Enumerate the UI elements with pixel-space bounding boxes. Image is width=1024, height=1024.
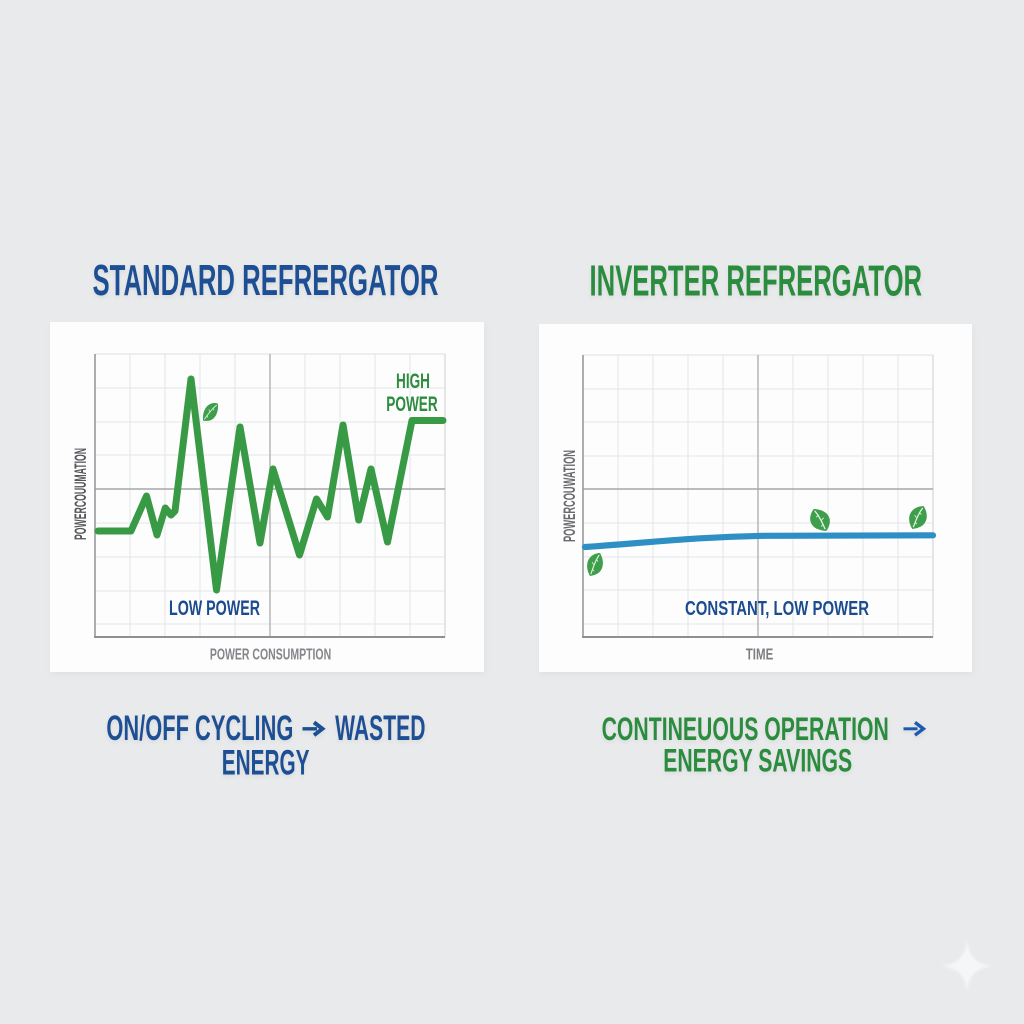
svg-text:ON/OFF CYCLING: ON/OFF CYCLING	[106, 709, 293, 748]
svg-text:CONTINEUOUS OPERATION: CONTINEUOUS OPERATION	[602, 711, 889, 747]
svg-text:POWERCOUWATION: POWERCOUWATION	[561, 450, 579, 542]
svg-text:POWERCOUUMATION: POWERCOUUMATION	[72, 448, 90, 540]
svg-text:ENERGY: ENERGY	[222, 744, 310, 783]
svg-text:HIGH: HIGH	[396, 369, 430, 393]
svg-text:CONSTANT, LOW POWER: CONSTANT, LOW POWER	[685, 597, 869, 620]
svg-text:POWER: POWER	[386, 392, 438, 416]
svg-text:WASTED: WASTED	[335, 709, 425, 748]
svg-text:ENERGY SAVINGS: ENERGY SAVINGS	[663, 743, 852, 779]
svg-text:POWER CONSUMPTION: POWER CONSUMPTION	[210, 647, 331, 664]
svg-text:INVERTER REFRERGATOR: INVERTER REFRERGATOR	[590, 257, 923, 306]
svg-text:LOW POWER: LOW POWER	[169, 597, 260, 620]
svg-text:STANDARD REFRERGATOR: STANDARD REFRERGATOR	[93, 256, 439, 305]
svg-text:TIME: TIME	[746, 647, 774, 664]
